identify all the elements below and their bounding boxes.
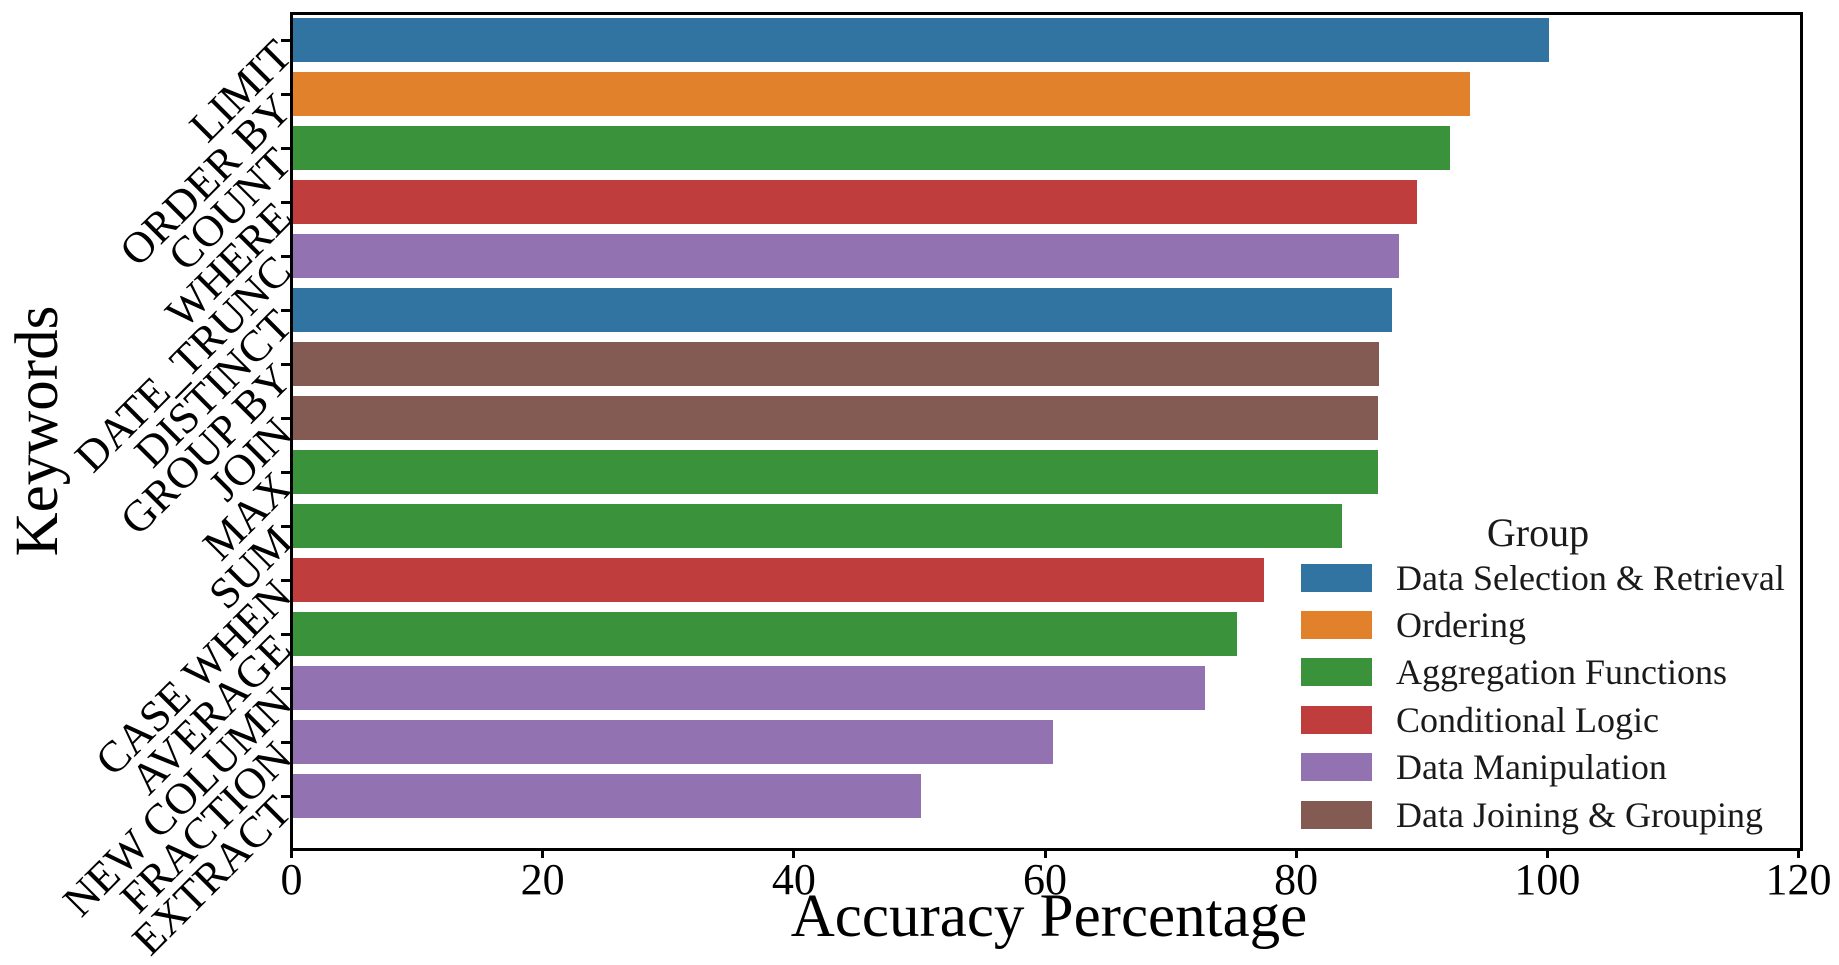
x-tick-mark-80 [1294, 848, 1298, 858]
bar-case-when [293, 558, 1264, 602]
x-tick-label-100: 100 [1514, 855, 1581, 904]
y-tick-mark-5 [281, 308, 291, 312]
bar-group-by [293, 342, 1379, 386]
x-tick-mark-100 [1545, 848, 1549, 858]
y-tick-mark-11 [281, 632, 291, 636]
x-tick-label-80: 80 [1274, 855, 1319, 904]
y-tick-mark-3 [281, 200, 291, 204]
y-tick-mark-6 [281, 362, 291, 366]
bar-sum [293, 504, 1342, 548]
y-tick-mark-1 [281, 92, 291, 96]
x-axis-title: Accuracy Percentage [790, 883, 1308, 950]
bar-limit [293, 18, 1549, 62]
x-tick-mark-60 [1043, 848, 1047, 858]
y-axis-title: Keywords [4, 305, 71, 557]
bar-where [293, 180, 1417, 224]
plot-area [290, 12, 1803, 851]
bar-order-by [293, 72, 1470, 116]
y-tick-mark-13 [281, 740, 291, 744]
y-tick-mark-12 [281, 686, 291, 690]
x-tick-label-20: 20 [520, 855, 565, 904]
x-tick-mark-120 [1797, 848, 1800, 858]
x-tick-label-40: 40 [771, 855, 816, 904]
bar-date-trunc [293, 234, 1399, 278]
y-tick-mark-9 [281, 524, 291, 528]
x-tick-label-0: 0 [280, 855, 303, 904]
x-tick-label-60: 60 [1023, 855, 1067, 904]
y-tick-mark-14 [281, 794, 291, 798]
bar-max [293, 450, 1378, 494]
bar-extract [293, 774, 921, 818]
bar-new-column [293, 666, 1205, 710]
x-tick-label-120: 120 [1765, 855, 1832, 904]
y-tick-mark-7 [281, 416, 291, 420]
x-tick-mark-0 [290, 848, 293, 858]
y-tick-mark-8 [281, 470, 291, 474]
bar-fraction [293, 720, 1053, 764]
bar-distinct [293, 288, 1392, 332]
y-tick-mark-2 [281, 146, 291, 150]
bar-average [293, 612, 1237, 656]
x-tick-mark-40 [792, 848, 796, 858]
y-tick-mark-0 [281, 38, 291, 42]
y-tick-mark-10 [281, 578, 291, 582]
x-tick-mark-20 [541, 848, 545, 858]
bar-join [293, 396, 1378, 440]
bar-count [293, 126, 1450, 170]
y-tick-mark-4 [281, 254, 291, 258]
